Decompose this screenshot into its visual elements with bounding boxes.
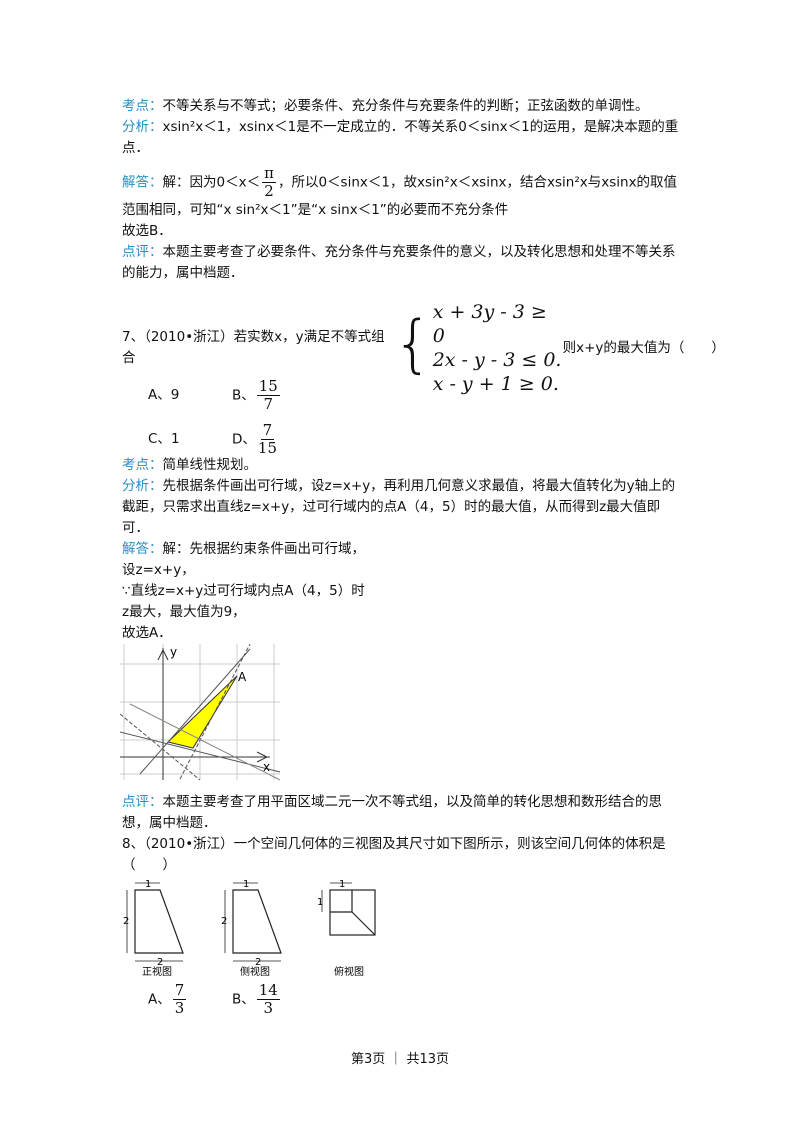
- denominator: 15: [257, 438, 277, 457]
- label: 考点：: [122, 457, 163, 473]
- inequality: x + 3y - 3 ≥ 0: [432, 301, 547, 347]
- q6-review: 考点：不等关系与不等式；必要条件、充分条件与充要条件的判断；正弦函数的单调性。 …: [122, 96, 684, 284]
- text: xsin²x＜1，xsinx＜1是不一定成立的．不等关系0＜sinx＜1的运用，…: [122, 119, 679, 156]
- view-caption: 侧视图: [240, 965, 270, 978]
- dimension-label: 2: [221, 916, 227, 927]
- denominator: 3: [174, 999, 185, 1017]
- point-label: A: [238, 670, 247, 684]
- text: 故选A．: [122, 625, 172, 641]
- text: 简单线性规划。: [162, 457, 258, 473]
- label: 分析：: [122, 478, 163, 494]
- option-key: D、: [232, 431, 256, 447]
- text: 本题主要考查了用平面区域二元一次不等式组，以及简单的转化思想和数形结合的思想，属…: [122, 794, 662, 831]
- answer: 故选B．: [122, 223, 172, 239]
- dianping: 点评：本题主要考查了必要条件、充分条件与充要条件的意义，以及转化思想和处理不等关…: [122, 242, 684, 284]
- dimension-label: 2: [157, 957, 163, 968]
- text: z最大，最大值为9，: [122, 604, 246, 620]
- options: A、9 B、 15 7 C、1 D、 7 15: [148, 374, 710, 460]
- fraction: 14 3: [256, 981, 280, 1017]
- label: 点评：: [122, 794, 163, 810]
- denominator: 2: [264, 182, 274, 200]
- option-key: B、: [232, 991, 255, 1008]
- label: 分析：: [122, 119, 163, 135]
- dimension-label: 2: [255, 957, 261, 968]
- fenxi: 分析：xsin²x＜1，xsinx＜1是不一定成立的．不等关系0＜sinx＜1的…: [122, 117, 684, 159]
- numerator: 15: [256, 376, 280, 396]
- text: 设z=x+y，: [122, 562, 195, 578]
- q7-dianping: 点评：本题主要考查了用平面区域二元一次不等式组，以及简单的转化思想和数形结合的思…: [122, 792, 684, 834]
- dimension-label: 1: [243, 879, 249, 890]
- axis-label: x: [263, 760, 270, 774]
- q7-stem: 7、（2010•浙江）若实数x，y满足不等式组合 { x + 3y - 3 ≥ …: [122, 300, 725, 396]
- dimension-label: 1: [317, 897, 323, 908]
- view-caption: 俯视图: [334, 965, 364, 978]
- text: 则x+y的最大值为（ ）: [562, 339, 725, 356]
- option-key: A、: [148, 386, 171, 403]
- q8-options: A、 7 3 B、 14 3: [148, 982, 710, 1017]
- text: 解：先根据约束条件画出可行域，: [162, 541, 366, 557]
- numerator: 14: [256, 981, 280, 1000]
- numerator: 7: [172, 981, 187, 1000]
- jieda: 解答：解：因为0＜x＜ π 2 ，所以0＜sinx＜1，故xsin²x＜xsinx，结…: [122, 165, 684, 221]
- text: 解：因为0＜x＜: [162, 174, 261, 191]
- text: ，所以0＜sinx＜1，故xsin²x＜xsinx，结合xsin²x与xsinx…: [122, 174, 678, 219]
- label: 解答：: [122, 541, 163, 557]
- system: x + 3y - 3 ≥ 0 2x - y - 3 ≤ 0. x - y + 1…: [433, 300, 563, 396]
- dimension-label: 1: [339, 879, 345, 890]
- q8-stem: 8、（2010•浙江）一个空间几何体的三视图及其尺寸如下图所示，则该空间几何体的…: [122, 836, 666, 873]
- fraction: 7 15: [257, 420, 277, 457]
- footer: 第3页 ｜ 共13页: [350, 1052, 450, 1067]
- three-view-figure: 1 2 2 1 2 2 1 1 正视图 侧视图 俯视图: [123, 879, 376, 978]
- text: ∵直线z=x+y过可行域内点A（4，5）时: [122, 583, 365, 599]
- text: 本题主要考查了必要条件、充分条件与充要条件的意义，以及转化思想和处理不等关系的能…: [122, 244, 676, 281]
- numerator: π: [262, 164, 276, 183]
- label: 解答：: [122, 174, 163, 191]
- denominator: 7: [263, 394, 274, 413]
- option-key: B、: [232, 387, 255, 403]
- view-caption: 正视图: [142, 965, 172, 978]
- denominator: 3: [263, 999, 274, 1017]
- dimension-label: 2: [123, 916, 129, 927]
- numerator: 7: [260, 420, 275, 440]
- text: 先根据条件画出可行域，设z=x+y，再利用几何意义求最值，将最大值转化为y轴上的…: [122, 478, 676, 536]
- axis-label: y: [170, 645, 177, 659]
- kaodian: 考点：不等关系与不等式；必要条件、充分条件与充要条件的判断；正弦函数的单调性。: [122, 96, 684, 117]
- inequality: 2x - y - 3 ≤ 0.: [432, 349, 562, 371]
- option-text: 9: [170, 386, 180, 403]
- inequality: x - y + 1 ≥ 0.: [432, 373, 559, 395]
- label: 考点：: [122, 98, 163, 114]
- option-key: A、: [148, 991, 171, 1008]
- text: 7、（2010•浙江）若实数x，y满足不等式组合: [122, 329, 385, 366]
- dimension-label: 1: [145, 879, 151, 890]
- label: 点评：: [122, 244, 163, 260]
- fraction: 15 7: [256, 376, 280, 413]
- option-key: C、: [148, 430, 171, 447]
- text: 不等关系与不等式；必要条件、充分条件与充要条件的判断；正弦函数的单调性。: [162, 98, 649, 114]
- q7-review: 考点：简单线性规划。 分析：先根据条件画出可行域，设z=x+y，再利用几何意义求…: [122, 455, 684, 644]
- brace: {: [393, 307, 433, 380]
- feasible-region-figure: y x A: [120, 644, 281, 781]
- option-text: 1: [170, 430, 180, 447]
